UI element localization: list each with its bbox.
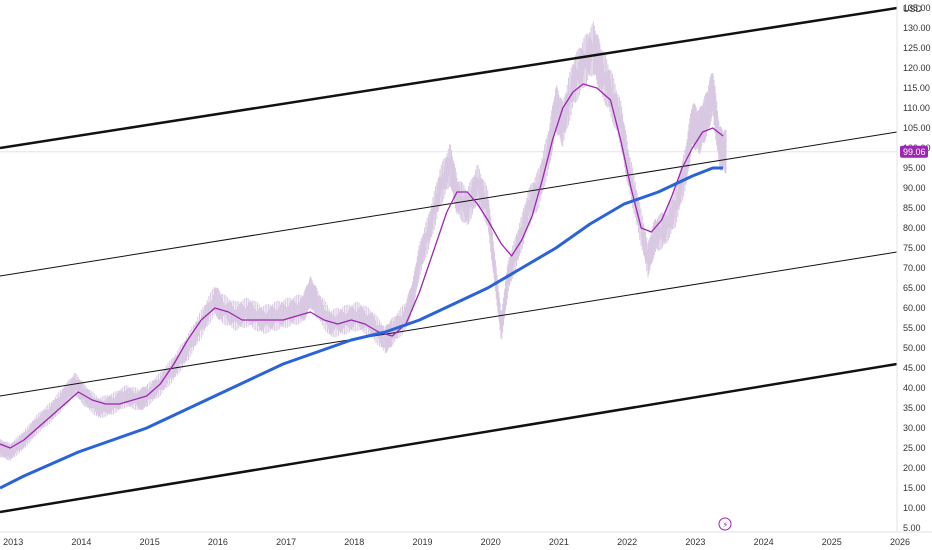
price-axis[interactable]: USD 135.00 130.00 125.00 120.00 115.00 110.00…	[903, 3, 931, 533]
y-tick-label: 10.00	[903, 503, 926, 513]
y-tick-label: 135.00	[903, 3, 931, 13]
x-tick-label: 2021	[549, 537, 569, 547]
y-tick-label: 5.00	[903, 523, 921, 533]
y-tick-label: 25.00	[903, 443, 926, 453]
x-tick-label: 2014	[71, 537, 91, 547]
y-tick-label: 70.00	[903, 263, 926, 273]
trend-line-channel-upper[interactable]	[0, 6, 898, 150]
time-axis[interactable]: 2013 2014 2015 2016 2017 2018 2019 2020 2021 2022…	[3, 537, 910, 547]
y-tick-label: 85.00	[903, 203, 926, 213]
y-tick-label: 130.00	[903, 23, 931, 33]
x-tick-label: 2023	[685, 537, 705, 547]
y-tick-label: 30.00	[903, 423, 926, 433]
trend-line-channel-mid-upper[interactable]	[0, 131, 898, 277]
x-tick-label: 2026	[890, 537, 910, 547]
x-tick-label: 2020	[481, 537, 501, 547]
svg-text:⚡: ⚡	[723, 521, 729, 530]
x-tick-label: 2016	[208, 537, 228, 547]
series-long-ma[interactable]	[0, 166, 724, 490]
y-tick-label: 55.00	[903, 323, 926, 333]
y-tick-label: 15.00	[903, 483, 926, 493]
y-tick-label: 105.00	[903, 123, 931, 133]
x-tick-label: 2015	[140, 537, 160, 547]
x-tick-label: 2024	[754, 537, 774, 547]
y-tick-label: 40.00	[903, 383, 926, 393]
y-tick-label: 20.00	[903, 463, 926, 473]
x-tick-label: 2018	[344, 537, 364, 547]
last-price-tag: 99.06	[900, 145, 928, 158]
x-tick-label: 2025	[822, 537, 842, 547]
y-tick-label: 110.00	[903, 103, 930, 113]
x-tick-label: 2017	[276, 537, 296, 547]
y-tick-label: 65.00	[903, 283, 926, 293]
y-tick-label: 75.00	[903, 243, 926, 253]
y-tick-label: 50.00	[903, 343, 926, 353]
last-price-tag-label: 99.06	[903, 147, 926, 157]
trend-line-channel-lower[interactable]	[0, 362, 898, 514]
y-tick-label: 95.00	[903, 163, 926, 173]
currency-label: USD	[903, 4, 923, 14]
trend-line-channel-mid-lower[interactable]	[0, 251, 898, 397]
last-price-tag-bg	[900, 145, 928, 158]
y-tick-label: 45.00	[903, 363, 926, 373]
y-tick-label: 90.00	[903, 183, 926, 193]
series-short-ma[interactable]	[0, 83, 724, 449]
x-tick-label: 2022	[617, 537, 637, 547]
y-tick-label: 115.00	[903, 83, 930, 93]
y-tick-label: 80.00	[903, 223, 926, 233]
x-tick-label: 2019	[412, 537, 432, 547]
x-tick-label: 2013	[3, 537, 23, 547]
y-tick-label: 120.00	[903, 63, 931, 73]
event-icon[interactable]: ⚡	[718, 517, 732, 531]
y-tick-label: 60.00	[903, 303, 926, 313]
plot-area[interactable]	[0, 6, 898, 514]
y-tick-label: 35.00	[903, 403, 926, 413]
y-tick-label: 125.00	[903, 43, 931, 53]
